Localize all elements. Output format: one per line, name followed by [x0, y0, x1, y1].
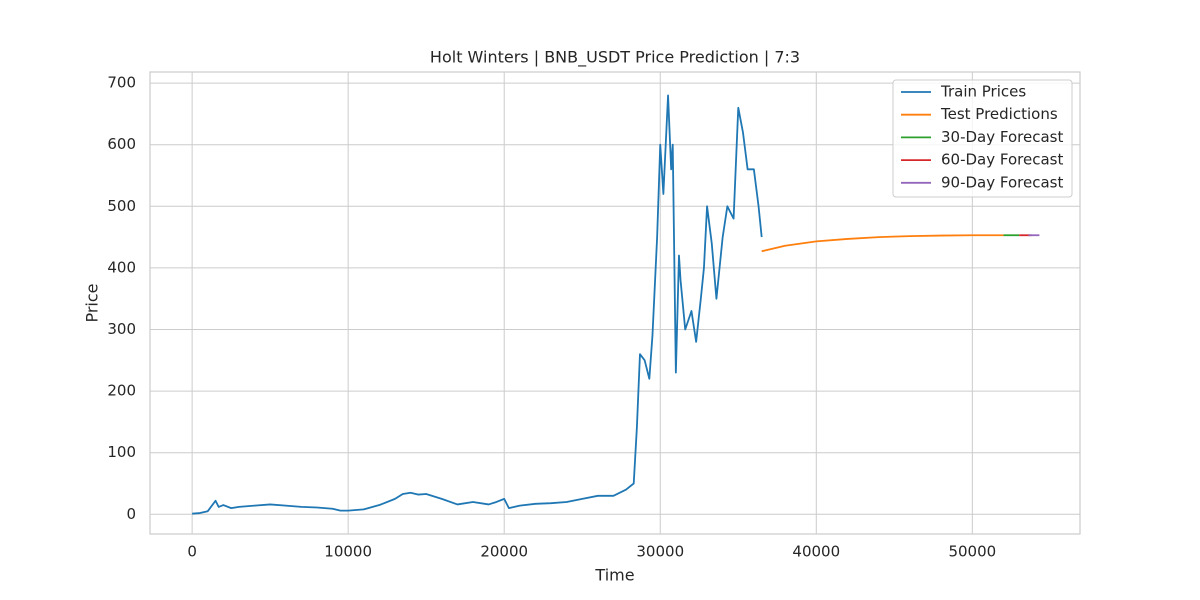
legend-label: Train Prices	[940, 83, 1026, 101]
chart-title: Holt Winters | BNB_USDT Price Prediction…	[430, 48, 800, 68]
x-tick-label: 40000	[792, 543, 840, 561]
y-tick-label: 600	[107, 135, 136, 153]
x-tick-label: 0	[187, 543, 197, 561]
legend-label: Test Predictions	[940, 105, 1058, 123]
legend-label: 30-Day Forecast	[941, 128, 1063, 146]
legend-label: 60-Day Forecast	[941, 151, 1063, 169]
y-tick-label: 400	[107, 258, 136, 276]
y-tick-label: 300	[107, 320, 136, 338]
x-tick-label: 10000	[324, 543, 372, 561]
x-tick-label: 30000	[636, 543, 684, 561]
y-tick-label: 200	[107, 382, 136, 400]
y-tick-label: 100	[107, 443, 136, 461]
y-tick-label: 500	[107, 197, 136, 215]
y-tick-label: 700	[107, 74, 136, 92]
x-tick-label: 50000	[948, 543, 996, 561]
series-line	[192, 94, 763, 515]
legend-label: 90-Day Forecast	[941, 173, 1063, 191]
x-tick-label: 20000	[480, 543, 528, 561]
series-line	[761, 234, 1004, 253]
x-axis-label: Time	[594, 566, 634, 585]
legend-box	[892, 79, 1073, 198]
y-axis-label: Price	[83, 283, 102, 322]
y-tick-label: 0	[126, 505, 136, 523]
